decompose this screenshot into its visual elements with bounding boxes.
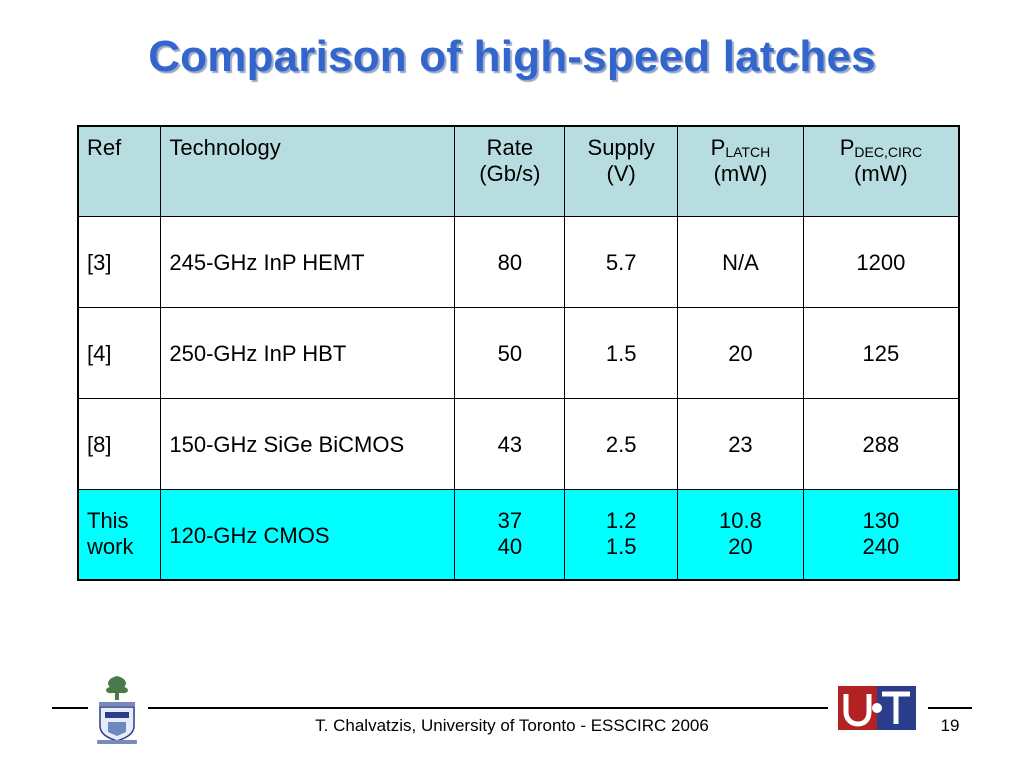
this-work-rate-2: 40 bbox=[497, 533, 523, 559]
cell-supply: 2.5 bbox=[564, 397, 679, 490]
cell-ref: [8] bbox=[77, 397, 162, 490]
cell-p-dec-circ: 288 bbox=[802, 397, 960, 490]
cell-p-dec-circ: 130 240 bbox=[802, 488, 960, 581]
table-row: [4] 250-GHz InP HBT 50 1.5 20 125 bbox=[77, 306, 960, 399]
cell-rate: 37 40 bbox=[454, 488, 566, 581]
slide-title: Comparison of high-speed latches bbox=[148, 32, 876, 81]
this-work-ref-line2: work bbox=[87, 533, 134, 559]
this-work-pdec-2: 240 bbox=[862, 533, 900, 559]
page-number: 19 bbox=[940, 716, 960, 735]
header-p-dec-symbol: P bbox=[839, 135, 855, 160]
cell-technology: 150-GHz SiGe BiCMOS bbox=[160, 397, 456, 490]
table-row: [3] 245-GHz InP HEMT 80 5.7 N/A 1200 bbox=[77, 215, 960, 308]
this-work-rate-1: 37 bbox=[497, 507, 523, 533]
header-p-latch: PLATCH (mW) bbox=[677, 125, 804, 217]
uoft-logo bbox=[838, 686, 916, 730]
cell-rate: 50 bbox=[454, 306, 566, 399]
this-work-platch-1: 10.8 bbox=[719, 507, 762, 533]
cell-p-latch: 23 bbox=[677, 397, 804, 490]
header-ref: Ref bbox=[77, 125, 162, 217]
header-p-latch-unit: (mW) bbox=[713, 161, 768, 186]
this-work-platch-2: 20 bbox=[728, 533, 753, 559]
cell-p-dec-circ: 125 bbox=[802, 306, 960, 399]
this-work-supply-1: 1.2 bbox=[605, 507, 637, 533]
cell-p-latch: 10.8 20 bbox=[677, 488, 804, 581]
this-work-pdec-1: 130 bbox=[862, 507, 900, 533]
table-row-this-work: This work 120-GHz CMOS 37 40 1.2 1.5 10.… bbox=[77, 488, 960, 581]
cell-rate: 43 bbox=[454, 397, 566, 490]
header-rate-unit: (Gb/s) bbox=[479, 161, 541, 186]
this-work-supply-2: 1.5 bbox=[605, 533, 637, 559]
footer-rule-left bbox=[52, 707, 88, 709]
table-header-row: Ref Technology Rate (Gb/s) Supply (V) PL… bbox=[77, 125, 960, 217]
cell-ref: [4] bbox=[77, 306, 162, 399]
table-row: [8] 150-GHz SiGe BiCMOS 43 2.5 23 288 bbox=[77, 397, 960, 490]
header-p-dec-circ: PDEC,CIRC (mW) bbox=[802, 125, 960, 217]
cell-technology: 120-GHz CMOS bbox=[160, 488, 456, 581]
cell-supply: 1.5 bbox=[564, 306, 679, 399]
university-crest-logo bbox=[97, 676, 137, 744]
cell-technology: 250-GHz InP HBT bbox=[160, 306, 456, 399]
cell-ref: [3] bbox=[77, 215, 162, 308]
cell-supply: 5.7 bbox=[564, 215, 679, 308]
header-supply-unit: (V) bbox=[606, 161, 636, 186]
this-work-ref-line1: This bbox=[87, 507, 129, 533]
cell-ref: This work bbox=[77, 488, 162, 581]
footer-rule-main bbox=[148, 707, 828, 709]
header-supply: Supply (V) bbox=[564, 125, 679, 217]
header-supply-label: Supply bbox=[587, 135, 655, 160]
header-p-dec-unit: (mW) bbox=[854, 161, 908, 186]
cell-p-dec-circ: 1200 bbox=[802, 215, 960, 308]
cell-technology: 245-GHz InP HEMT bbox=[160, 215, 456, 308]
footer-rule-right bbox=[928, 707, 972, 709]
cell-p-latch: N/A bbox=[677, 215, 804, 308]
cell-supply: 1.2 1.5 bbox=[564, 488, 679, 581]
comparison-table: Ref Technology Rate (Gb/s) Supply (V) PL… bbox=[77, 125, 960, 581]
header-technology: Technology bbox=[160, 125, 456, 217]
header-rate-label: Rate bbox=[486, 135, 534, 160]
header-p-latch-symbol: P bbox=[710, 135, 726, 160]
header-p-latch-subscript: LATCH bbox=[725, 144, 771, 160]
cell-rate: 80 bbox=[454, 215, 566, 308]
cell-p-latch: 20 bbox=[677, 306, 804, 399]
footer-text: T. Chalvatzis, University of Toronto - E… bbox=[315, 716, 709, 735]
header-p-dec-subscript: DEC,CIRC bbox=[854, 144, 923, 160]
header-rate: Rate (Gb/s) bbox=[454, 125, 566, 217]
